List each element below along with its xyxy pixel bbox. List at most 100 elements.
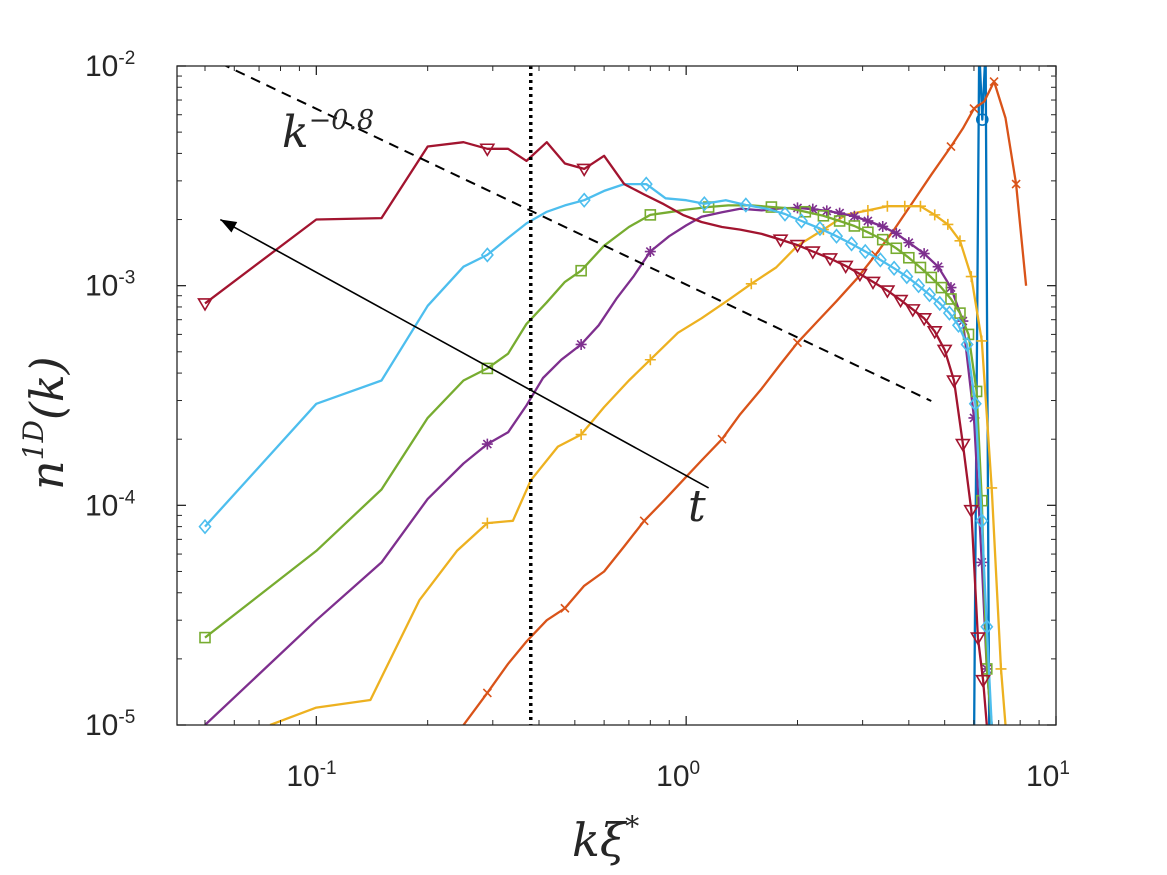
data-point-diamond [887,260,901,277]
reference-group [219,66,932,725]
data-point-triangle-down [904,304,921,318]
data-point-square [914,261,927,274]
data-point-square [876,233,889,246]
series-t1 [973,66,991,725]
series-line [204,141,988,725]
data-point-diamond [900,268,914,285]
data-point-square [833,215,846,227]
data-point-triangle-down [892,294,909,309]
series-line [462,80,1028,725]
data-point-square [935,281,948,294]
data-point-square [817,209,830,222]
data-point-square [925,271,938,284]
data-point-diamond [922,286,937,303]
data-point-triangle-down [852,268,868,283]
data-point-diamond [873,252,887,268]
data-point-plus [965,271,977,283]
data-point-x [639,516,649,526]
data-point-star [481,438,493,450]
data-point-plus [481,517,493,529]
data-point-square [644,209,657,221]
data-point-triangle-down [926,325,943,340]
data-point-square [862,226,874,239]
x-axis-label-sup: * [625,810,639,843]
data-point-star [644,246,656,258]
series-t7 [197,141,991,725]
data-point-plus [745,278,757,290]
reference-label-exponent: −0.8 [309,105,375,136]
data-point-star [976,556,988,568]
data-point-square [799,205,812,218]
data-point-triangle-down [479,143,496,157]
data-point-plus [986,482,998,494]
data-point-diamond [813,220,827,237]
data-point-square [199,631,211,644]
data-point-diamond [858,243,872,260]
data-point-triangle-down [837,260,854,274]
y-tick-label: 10-3 [85,268,135,303]
time-arrow-line [219,218,710,489]
data-point-diamond [912,277,926,294]
data-point-plus [575,429,587,441]
data-point-plus [862,204,874,216]
data-point-star [945,282,957,294]
data-point-x [946,141,956,152]
data-point-x [792,338,803,348]
data-point-triangle-down [772,234,789,248]
data-point-triangle-down [970,632,986,646]
data-point-diamond [844,236,859,252]
axes-box [176,65,1057,726]
x-tick-label: 100 [656,758,700,793]
data-point-x [989,76,999,87]
data-point-diamond [794,213,809,229]
x-axis-label-base: kξ [572,813,628,867]
data-point-square [765,201,778,213]
reference-label-base: k [282,107,309,158]
data-point-diamond [933,295,947,312]
data-point-square [970,385,983,398]
y-axis-label-arg: (k) [20,356,74,420]
x-tick-label: 10-1 [286,758,336,793]
data-point-triangle-down [954,438,971,453]
series-line [204,204,993,725]
data-point-plus [976,335,988,347]
y-tick-label: 10-4 [85,487,136,522]
series-line [204,206,993,725]
data-point-diamond [739,197,753,213]
y-axis-label: n1D(k) [17,356,74,490]
x-tick-label: 101 [1026,758,1070,793]
reference-line-label: k−0.8 [282,105,374,158]
data-point-square [903,251,915,264]
data-point-star [968,412,980,424]
data-point-star [848,210,860,222]
data-point-triangle-down [822,253,838,267]
data-point-diamond [951,317,966,334]
data-point-diamond [778,206,792,222]
data-point-triangle-down [789,239,806,254]
data-point-x [717,434,727,444]
data-point-square [848,220,861,232]
data-point-diamond [829,228,844,244]
data-point-star [834,207,846,219]
data-point-plus [929,209,941,221]
time-arrow-head [220,219,238,233]
data-point-plus [995,663,1007,675]
y-tick-label: 10-5 [85,707,135,742]
data-point-diamond [960,336,974,353]
time-arrow-label: t [688,481,706,532]
data-point-plus [644,354,656,366]
data-point-plus [914,200,926,212]
data-point-diamond [639,176,653,192]
y-tick-label: 10-2 [85,48,135,83]
data-point-triangle-down [975,674,991,689]
data-point-triangle-down [197,298,213,312]
data-point-plus [899,200,911,212]
data-point-plus [954,235,966,247]
data-point-diamond [980,619,994,635]
series-t2 [462,76,1028,725]
data-point-diamond [480,247,494,263]
data-point-triangle-down [916,313,933,327]
data-point-star [575,338,587,350]
power-law-reference-line [223,66,932,402]
